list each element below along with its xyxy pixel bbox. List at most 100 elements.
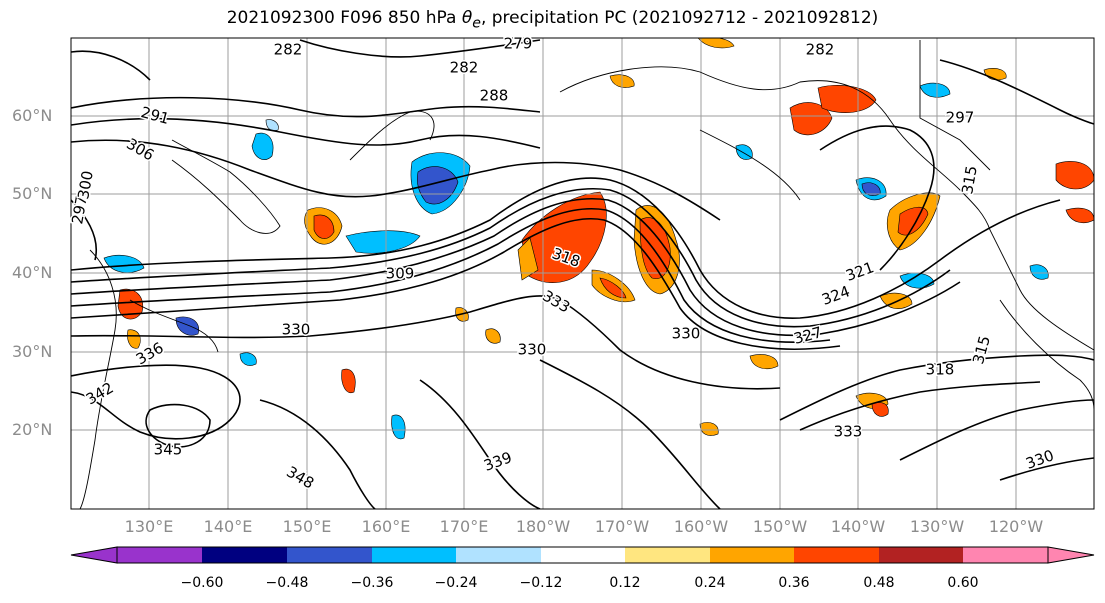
contour-line [71, 177, 1061, 319]
contour-label: 321 [843, 258, 876, 285]
longitude-label: 140°W [830, 517, 886, 536]
contour-label: 315 [969, 334, 994, 366]
contour-line [71, 187, 951, 328]
contour-label: 291 [139, 103, 171, 128]
contour-line [779, 354, 1094, 421]
title-rest: , precipitation PC (2021092712 - 2021092… [480, 8, 879, 28]
figure-title: 2021092300 F096 850 hPa θe, precipitatio… [0, 8, 1105, 31]
colorbar-max-extension [1047, 546, 1095, 564]
colorbar-bin [456, 547, 541, 563]
latitude-label: 60°N [12, 106, 53, 125]
longitude-label: 140°E [203, 517, 253, 536]
colorbar-bin [287, 547, 372, 563]
precip-positive-area [983, 68, 1007, 81]
colorbar-bin [117, 547, 202, 563]
colorbar-bin [710, 547, 794, 563]
contour-line [71, 139, 721, 221]
precip-positive-area [699, 422, 719, 436]
colorbar-tick-label: −0.24 [434, 575, 478, 591]
precip-negative-area [103, 255, 145, 273]
title-var-symbol: θ [461, 8, 473, 28]
contour-line [71, 117, 541, 149]
contour-label: 282 [450, 59, 479, 77]
colorbar-bin [372, 547, 456, 563]
contour-line [299, 39, 541, 58]
precip-negative-area [1029, 264, 1049, 280]
contour-label: 339 [481, 448, 514, 475]
contour-line [819, 125, 935, 271]
colorbar-tick-label: −0.48 [265, 575, 309, 591]
colorbar-bin [202, 547, 287, 563]
longitude-label: 150°W [752, 517, 808, 536]
coastline [919, 40, 991, 171]
longitude-label: 160°E [361, 517, 411, 536]
precip-positive-area [485, 328, 501, 344]
latitude-label: 50°N [12, 184, 53, 203]
precip-negative-area [239, 352, 257, 366]
graticule [71, 38, 1094, 509]
contour-line [71, 96, 541, 118]
latitude-label: 40°N [12, 263, 53, 282]
contour-line [145, 403, 211, 448]
colorbar-bin [879, 547, 963, 563]
longitude-label: 130°W [909, 517, 965, 536]
contour-label: 306 [123, 135, 157, 165]
contour-label: 345 [154, 441, 183, 459]
colorbar-tick-label: 0.36 [778, 575, 810, 591]
contour-line [899, 399, 1094, 461]
contour-label: 330 [518, 341, 547, 359]
contour-line [71, 50, 151, 81]
contour-line [539, 359, 721, 509]
colorbar-tick-label: 0.12 [609, 575, 641, 591]
colorbar [70, 546, 1095, 564]
precip-positive-area [313, 214, 335, 239]
contour-label: 288 [480, 87, 509, 105]
contour-label: 297 [946, 109, 975, 127]
contour-line [71, 208, 831, 343]
precip-negative-area [919, 82, 951, 98]
colorbar-bin [963, 547, 1048, 563]
colorbar-bin [625, 547, 710, 563]
map-frame [70, 37, 1095, 510]
contour-label: 324 [819, 282, 852, 309]
colorbar-tick-label: −0.36 [350, 575, 394, 591]
colorbar-bin [541, 547, 625, 563]
coastline [559, 66, 1094, 351]
precip-negative-area [175, 316, 200, 336]
contour-line [71, 364, 241, 440]
precip-negative-area [251, 132, 274, 160]
colorbar-tick-label: −0.12 [519, 575, 563, 591]
coastline [699, 129, 801, 201]
coastline [129, 299, 219, 353]
colorbar-tick-label: −0.60 [180, 575, 224, 591]
precip-positive-area [697, 38, 735, 49]
contour-label: 330 [672, 325, 701, 343]
longitude-label: 130°E [124, 517, 174, 536]
contour-label: 330 [1023, 446, 1056, 473]
coastline [349, 110, 435, 161]
title-var-sub: e [472, 15, 481, 32]
longitude-label: 180°W [515, 517, 571, 536]
longitude-label: 170°W [594, 517, 650, 536]
latitude-label: 30°N [12, 342, 53, 361]
precip-negative-area [735, 144, 753, 160]
colorbar-frame [116, 546, 1049, 564]
contour-label: 333 [539, 287, 573, 317]
contour-line [71, 295, 781, 390]
precip-negative-area [265, 119, 279, 131]
colorbar-tick-label: 0.60 [947, 575, 979, 591]
contour-line [799, 381, 1041, 431]
contour-line [71, 197, 961, 337]
precip-negative-area [345, 230, 421, 254]
colorbar-tick-label: 0.24 [694, 575, 726, 591]
contour-line [71, 218, 841, 350]
precip-positive-area [599, 277, 627, 299]
title-run: 2021092300 F096 850 hPa [226, 8, 457, 28]
contour-label: 300 [74, 169, 97, 200]
contour-label: 330 [282, 321, 311, 339]
precip-positive-area [871, 402, 889, 417]
contour-line [419, 379, 541, 509]
precip-positive-area [817, 85, 877, 113]
